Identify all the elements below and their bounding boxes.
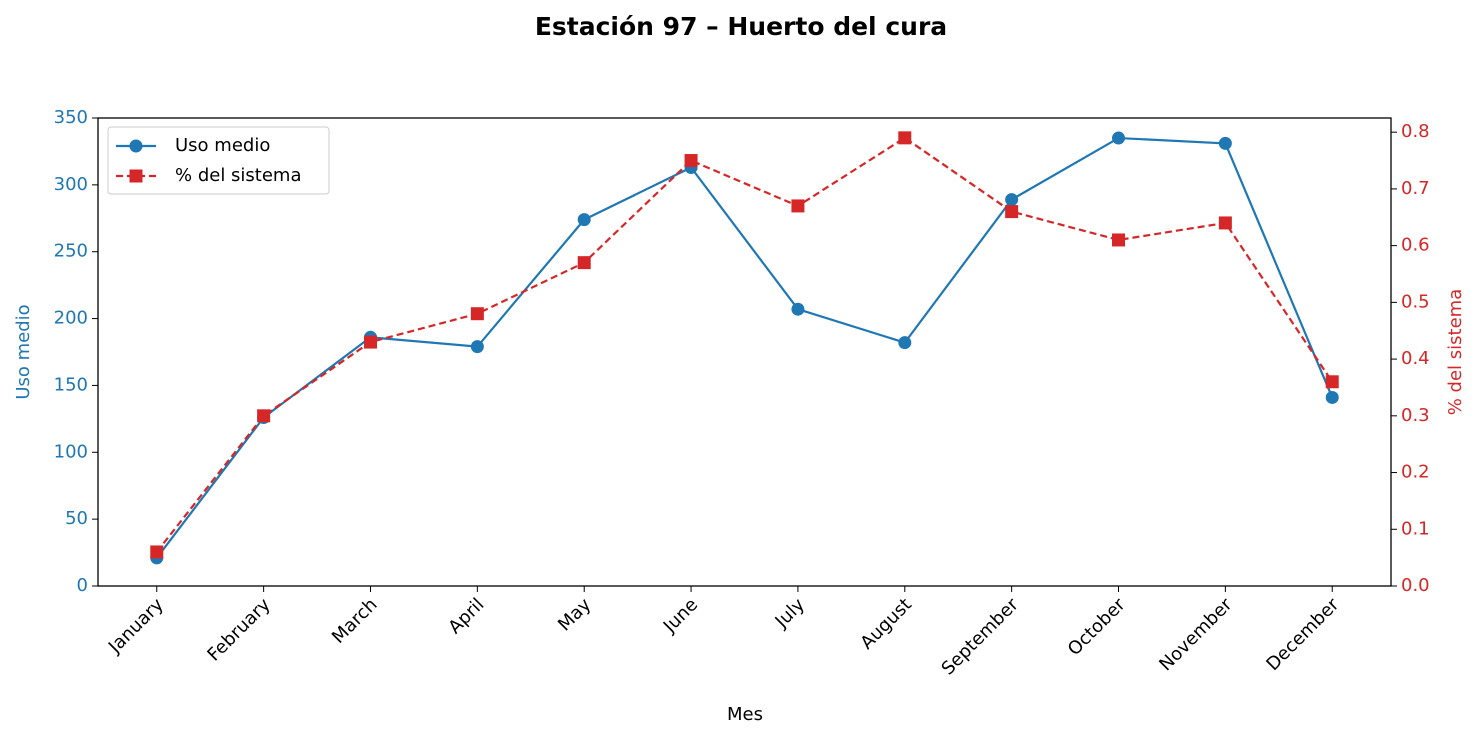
x-tick-label: March (328, 594, 382, 648)
x-axis-label: Mes (727, 704, 763, 725)
legend-label: % del sistema (175, 165, 302, 186)
x-tick-label: August (856, 594, 915, 653)
y2-tick-label: 0.2 (1401, 462, 1430, 483)
marker (1325, 375, 1339, 389)
y-tick-label: 150 (54, 374, 88, 395)
y-tick-label: 0 (77, 575, 88, 596)
marker (363, 335, 377, 349)
marker (577, 256, 591, 270)
y2-tick-label: 0.6 (1401, 235, 1430, 256)
marker (257, 409, 271, 423)
y2-tick-label: 0.3 (1401, 405, 1430, 426)
plot-frame (97, 117, 1392, 587)
x-tick-label: September (938, 594, 1024, 680)
y2-tick-label: 0.0 (1401, 575, 1430, 596)
y2-tick-label: 0.5 (1401, 291, 1430, 312)
y2-axis-label: % del sistema (1445, 289, 1466, 416)
series-line (155, 136, 1334, 553)
y-axis-label: Uso medio (13, 304, 34, 399)
marker (1218, 136, 1232, 150)
marker (577, 213, 591, 227)
y-tick-label: 100 (54, 441, 88, 462)
y-tick-label: 300 (54, 174, 88, 195)
y-tick-label: 50 (65, 508, 88, 529)
legend-marker (129, 169, 143, 183)
y2-tick-label: 0.4 (1401, 348, 1430, 369)
marker (1325, 390, 1339, 404)
legend-label: Uso medio (175, 135, 270, 156)
chart-title: Estación 97 – Huerto del cura (535, 12, 947, 41)
marker (898, 336, 912, 350)
x-tick-label: January (104, 594, 168, 658)
x-tick-label: June (659, 594, 702, 637)
marker (150, 545, 164, 559)
marker (470, 340, 484, 354)
x-tick-label: December (1262, 594, 1343, 675)
x-tick-label: May (554, 594, 595, 635)
y2-tick-label: 0.1 (1401, 518, 1430, 539)
x-tick-label: November (1155, 594, 1236, 675)
y-tick-label: 200 (54, 308, 88, 329)
marker (1218, 216, 1232, 230)
marker (470, 307, 484, 321)
legend-box (107, 126, 330, 195)
marker (1112, 131, 1126, 145)
y2-tick-label: 0.8 (1401, 121, 1430, 142)
y-tick-label: 250 (54, 241, 88, 262)
x-tick-label: April (444, 594, 488, 638)
x-tick-label: July (771, 594, 810, 633)
y-tick-label: 350 (54, 107, 88, 128)
marker (1005, 193, 1019, 207)
x-tick-label: October (1064, 594, 1130, 660)
marker (898, 131, 912, 145)
marker (791, 302, 805, 316)
marker (791, 199, 805, 213)
marker (684, 154, 698, 168)
marker (1005, 205, 1019, 219)
x-tick-label: February (203, 594, 274, 665)
marker (1112, 233, 1126, 247)
legend-marker (129, 139, 143, 153)
series-line (155, 136, 1334, 559)
y2-tick-label: 0.7 (1401, 178, 1430, 199)
